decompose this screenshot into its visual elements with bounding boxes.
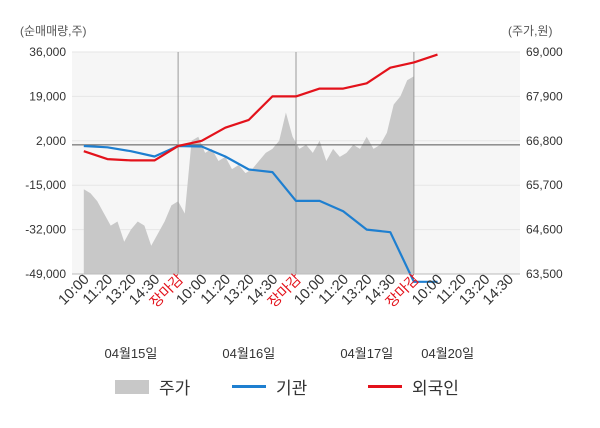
left-tick-label: 36,000 xyxy=(29,45,66,59)
date-label: 04월20일 xyxy=(421,346,474,361)
date-labels: 04월15일 04월16일 04월17일 04월20일 xyxy=(105,346,475,361)
right-tick-label: 67,900 xyxy=(526,89,563,103)
legend-item-foreign: 외국인 xyxy=(368,374,459,399)
legend-swatch-institution xyxy=(232,385,266,388)
day-separators xyxy=(177,52,415,274)
left-tick-label: 19,000 xyxy=(29,89,66,103)
right-tick-label: 66,800 xyxy=(526,134,563,148)
legend-swatch-foreign xyxy=(368,385,402,388)
left-tick-label: 2,000 xyxy=(36,134,66,148)
legend-label-foreign: 외국인 xyxy=(412,379,459,398)
right-tick-label: 65,700 xyxy=(526,178,563,192)
right-axis: 69,000 67,900 66,800 65,700 64,600 63,500 xyxy=(526,45,563,281)
legend: 주가 기관 외국인 xyxy=(0,374,600,398)
legend-label-price: 주가 xyxy=(159,379,191,398)
left-unit-label: (순매매량,주) xyxy=(20,24,87,38)
left-tick-label: -32,000 xyxy=(25,223,66,237)
x-axis: 10:0011:2013:2014:30장마감10:0011:2013:2014… xyxy=(56,271,520,311)
left-tick-label: -49,000 xyxy=(25,267,66,281)
series-line-0 xyxy=(83,144,438,283)
date-label: 04월17일 xyxy=(340,346,393,361)
date-label: 04월15일 xyxy=(105,346,158,361)
right-tick-label: 64,600 xyxy=(526,223,563,237)
legend-swatch-price xyxy=(115,379,149,394)
legend-item-price: 주가 xyxy=(115,374,190,399)
right-unit-label: (주가,원) xyxy=(508,24,553,38)
right-tick-label: 63,500 xyxy=(526,267,563,281)
price-area xyxy=(83,76,414,274)
date-label: 04월16일 xyxy=(222,346,275,361)
legend-item-institution: 기관 xyxy=(232,374,307,399)
left-axis: 36,000 19,000 2,000 -15,000 -32,000 -49,000 xyxy=(25,45,66,281)
series-lines xyxy=(83,53,438,283)
right-tick-label: 69,000 xyxy=(526,45,563,59)
left-tick-label: -15,000 xyxy=(25,178,66,192)
series-line-1 xyxy=(83,53,438,162)
legend-label-institution: 기관 xyxy=(276,379,308,398)
